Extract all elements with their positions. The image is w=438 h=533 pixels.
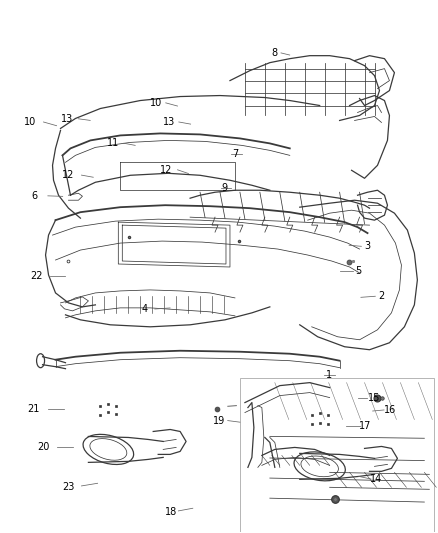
Text: 13: 13 bbox=[162, 117, 175, 127]
Text: 23: 23 bbox=[62, 482, 74, 492]
Text: 3: 3 bbox=[364, 241, 371, 252]
Text: 5: 5 bbox=[356, 266, 362, 276]
Text: 8: 8 bbox=[272, 48, 278, 58]
Text: 11: 11 bbox=[107, 138, 120, 148]
Text: 13: 13 bbox=[61, 114, 73, 124]
Text: 18: 18 bbox=[165, 507, 177, 518]
Text: 22: 22 bbox=[30, 271, 43, 281]
Text: 9: 9 bbox=[221, 183, 227, 193]
Text: 10: 10 bbox=[149, 98, 162, 108]
Text: 12: 12 bbox=[159, 165, 172, 175]
Text: 19: 19 bbox=[213, 416, 225, 425]
Text: 7: 7 bbox=[233, 149, 239, 159]
Text: 4: 4 bbox=[142, 304, 148, 314]
Text: 14: 14 bbox=[370, 474, 382, 484]
Text: 20: 20 bbox=[37, 442, 49, 452]
Text: 21: 21 bbox=[27, 404, 39, 414]
Text: 15: 15 bbox=[368, 393, 380, 403]
Text: 2: 2 bbox=[378, 290, 385, 301]
Text: 6: 6 bbox=[32, 191, 38, 201]
Text: 12: 12 bbox=[62, 170, 74, 180]
Text: 16: 16 bbox=[384, 405, 396, 415]
Text: 10: 10 bbox=[24, 117, 36, 127]
Text: 17: 17 bbox=[359, 421, 371, 431]
Text: 1: 1 bbox=[326, 370, 332, 381]
